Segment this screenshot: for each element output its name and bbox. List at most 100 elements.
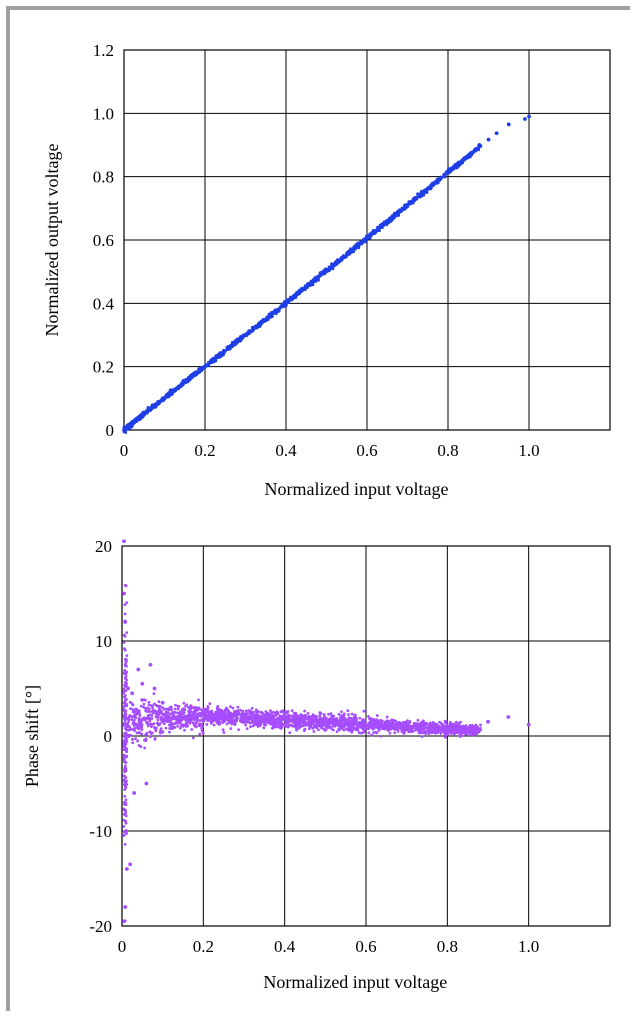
bottom-cloud-point [131,710,135,714]
bottom-cloud-point [221,728,225,732]
bottom-cloud-point [375,714,379,717]
bottom-cloud-point [359,731,363,735]
bottom-cloud-point [286,725,290,729]
bottom-cloud-point [138,712,141,715]
bottom-cloud-point [122,756,126,760]
bottom-cloud-point [409,730,413,734]
top-cloud-point [146,409,150,413]
bottom-cloud-point [465,732,469,736]
bottom-cloud-point [279,721,283,724]
bottom-cloud-point [164,712,168,715]
bottom-cloud-point [342,725,346,729]
bottom-cloud-point [243,719,247,722]
bottom-cloud-point [128,715,131,718]
top-cloud-point [351,249,355,253]
bottom-cloud-point [131,741,135,745]
bottom-cloud-point [362,709,366,713]
bottom-data-point [148,662,153,667]
top-cloud-point [327,268,331,272]
bottom-cloud-point [148,735,152,739]
bottom-cloud-point [288,731,292,735]
bottom-cloud-point [372,731,376,735]
bottom-cloud-point [295,728,298,732]
bottom-cloud-point [138,714,142,718]
bottom-cloud-point [123,919,127,923]
bottom-cloud-point [136,726,139,730]
bottom-cloud-point [400,729,404,733]
bottom-cloud-point [223,708,227,712]
bottom-data-point [526,722,531,727]
top-cloud-point [368,235,372,239]
top-cloud-point [306,283,310,287]
top-y-axis-label: Normalized output voltage [42,144,62,337]
bottom-cloud-point [272,714,276,718]
top-plot-frame [123,49,611,431]
top-cloud-point [184,381,188,385]
top-cloud-point [227,346,231,350]
bottom-cloud-point [251,724,255,728]
top-cloud-point [122,428,126,432]
top-data-point [527,114,531,119]
top-cloud-point [380,226,384,230]
bottom-cloud-point [224,718,227,721]
bottom-data-point [123,905,128,909]
bottom-cloud-point [346,709,350,713]
top-xtick-label: 0.2 [194,441,215,460]
bottom-cloud-point [431,728,434,732]
top-cloud-point [245,331,249,335]
bottom-chart: 0 0.2 0.4 0.6 0.8 1.0 -20 -10 0 10 20 Normalized in… [22,537,611,992]
bottom-xtick-label: 0.2 [193,937,214,956]
bottom-point-cloud [122,583,482,923]
bottom-cloud-point [158,734,162,738]
bottom-data-point [140,681,145,686]
bottom-cloud-point [128,700,132,704]
top-cloud-point [289,295,293,299]
bottom-cloud-point [419,731,423,735]
bottom-cloud-point [147,710,151,713]
bottom-cloud-point [123,612,127,616]
top-cloud-point [391,215,395,219]
figure-frame [6,6,630,1011]
top-ytick-label: 0.6 [93,231,114,250]
bottom-cloud-point [417,722,421,726]
bottom-cloud-point [234,717,238,721]
top-cloud-point [349,247,353,251]
bottom-cloud-point [266,720,270,724]
bottom-cloud-point [279,718,283,722]
bottom-cloud-point [124,814,128,818]
top-cloud-point [204,363,208,367]
top-cloud-point [460,159,464,163]
bottom-xtick-label: 0 [118,937,127,956]
bottom-cloud-point [201,731,205,735]
top-cloud-point [335,260,339,264]
bottom-ytick-label: -10 [89,822,112,841]
bottom-cloud-point [285,717,288,721]
bottom-cloud-point [449,730,452,734]
top-cloud-point [175,387,179,391]
bottom-cloud-point [205,717,209,721]
bottom-cloud-point [122,833,126,837]
bottom-cloud-point [176,707,180,711]
bottom-cloud-point [161,706,164,709]
bottom-cloud-point [363,718,367,722]
bottom-cloud-point [291,724,294,728]
bottom-cloud-point [135,731,139,735]
bottom-xtick-label: 0.6 [355,937,376,956]
bottom-cloud-point [165,707,169,711]
bottom-cloud-point [122,830,126,834]
bottom-cloud-point [123,670,127,674]
top-cloud-point [247,332,251,336]
top-cloud-point [416,195,420,199]
bottom-cloud-point [405,725,409,728]
bottom-cloud-point [337,727,341,731]
bottom-cloud-point [444,726,448,730]
bottom-cloud-point [198,732,202,736]
top-cloud-point [214,356,218,360]
bottom-cloud-point [170,722,174,725]
bottom-cloud-point [220,711,224,715]
bottom-cloud-point [417,727,421,731]
bottom-cloud-point [206,706,210,710]
bottom-cloud-point [424,732,427,735]
bottom-cloud-point [459,727,462,731]
bottom-cloud-point [443,735,447,739]
